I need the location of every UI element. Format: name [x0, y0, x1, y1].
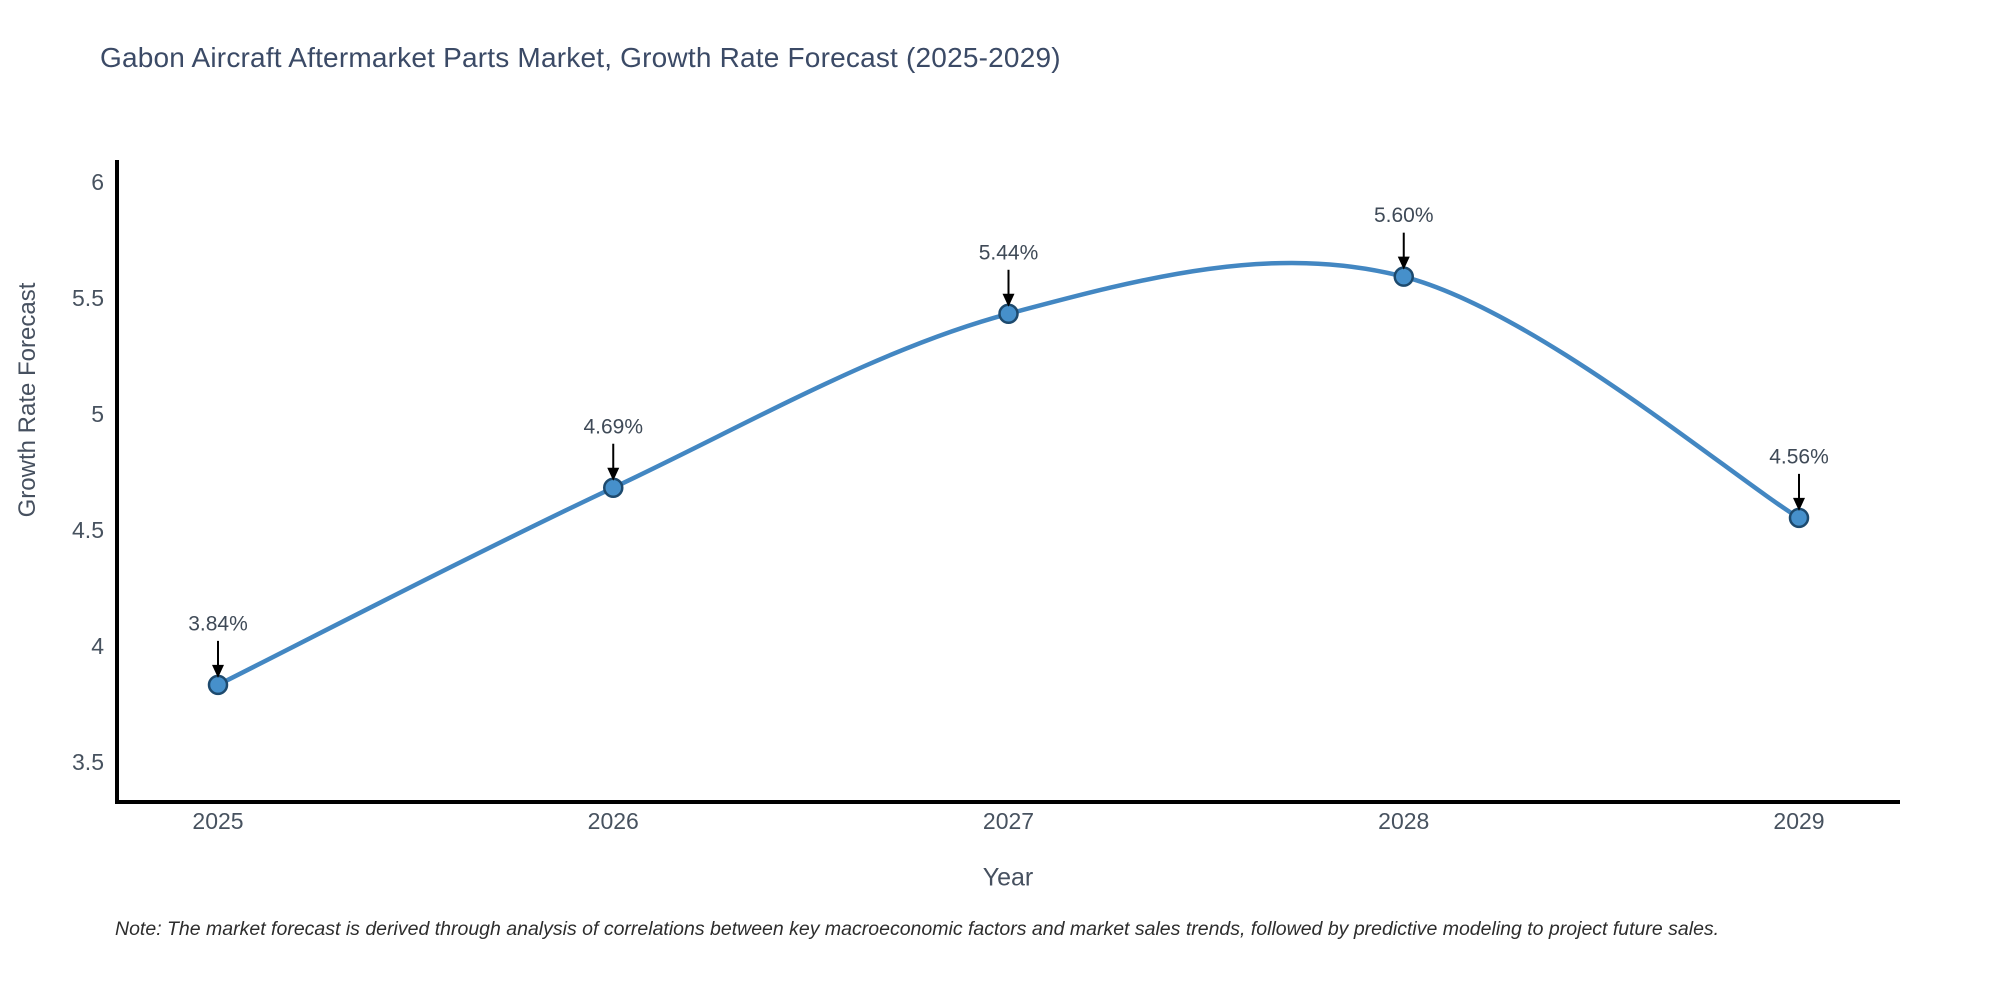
y-tick-label: 4.5: [72, 517, 104, 543]
x-tick-label: 2026: [588, 808, 639, 834]
x-tick-label: 2025: [192, 808, 243, 834]
annotation-arrow-head: [1002, 293, 1015, 307]
y-tick-label: 5.5: [72, 285, 104, 311]
annotation-arrow-head: [212, 664, 224, 678]
footnote: Note: The market forecast is derived thr…: [115, 918, 1720, 940]
data-point-marker: [1393, 266, 1414, 287]
x-tick-label: 2029: [1773, 808, 1824, 834]
y-tick-label: 3.5: [72, 749, 104, 775]
point-value-label: 4.69%: [583, 415, 643, 438]
point-value-label: 5.44%: [979, 241, 1039, 264]
annotation-arrow-head: [1397, 256, 1410, 270]
y-tick-label: 6: [91, 169, 104, 195]
point-value-label: 4.56%: [1769, 445, 1829, 468]
data-point-marker: [207, 674, 229, 696]
annotation-arrow-head: [1793, 497, 1805, 511]
point-value-label: 5.60%: [1374, 204, 1434, 227]
data-point-marker: [603, 477, 624, 498]
data-point-marker: [1788, 507, 1810, 529]
data-point-marker: [998, 303, 1019, 325]
x-axis-title: Year: [982, 863, 1034, 892]
annotation-arrow-head: [607, 467, 620, 481]
forecast-line: [215, 260, 1802, 688]
y-tick-label: 4: [91, 633, 104, 659]
point-value-label: 3.84%: [188, 612, 248, 635]
chart-title: Gabon Aircraft Aftermarket Parts Market,…: [100, 42, 1061, 73]
x-tick-label: 2027: [983, 808, 1034, 834]
y-tick-label: 5: [91, 401, 104, 427]
x-tick-label: 2028: [1378, 808, 1429, 834]
